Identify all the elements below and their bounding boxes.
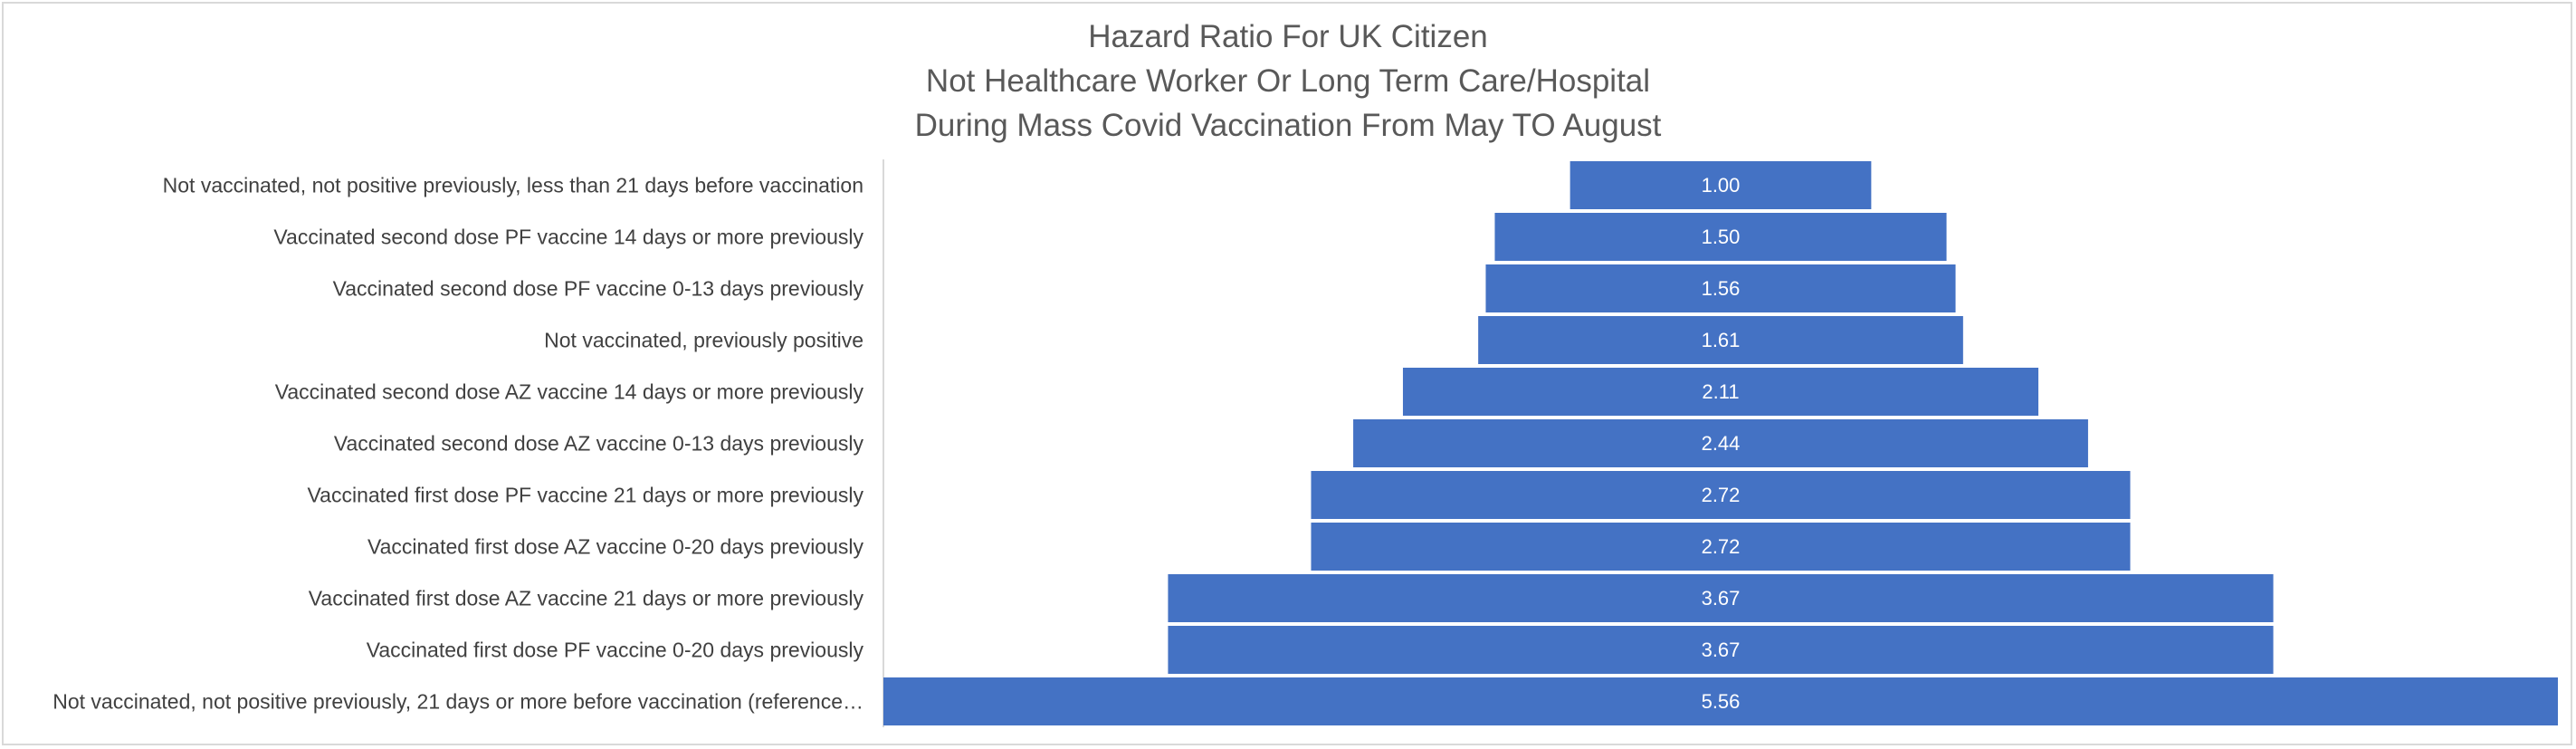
bar-3: [1485, 264, 1956, 312]
bar-8: [1311, 523, 2131, 571]
value-label-7: 2.72: [1702, 484, 1741, 506]
category-label-7: Vaccinated first dose PF vaccine 21 days…: [308, 484, 864, 507]
value-label-8: 2.72: [1702, 535, 1741, 558]
category-label-10: Vaccinated first dose PF vaccine 0-20 da…: [367, 639, 864, 662]
chart-title-line-3: During Mass Covid Vaccination From May T…: [914, 108, 1662, 143]
value-label-1: 1.00: [1702, 174, 1741, 197]
bar-1: [1569, 161, 1872, 209]
category-label-1: Not vaccinated, not positive previously,…: [163, 174, 863, 197]
value-label-11: 5.56: [1702, 690, 1741, 713]
category-label-3: Vaccinated second dose PF vaccine 0-13 d…: [333, 277, 864, 301]
bar-4: [1478, 316, 1963, 364]
bar-11: [883, 677, 2558, 725]
bar-7: [1311, 471, 2131, 519]
value-label-5: 2.11: [1702, 380, 1739, 403]
chart-title-line-2: Not Healthcare Worker Or Long Term Care/…: [925, 63, 1651, 99]
value-label-9: 3.67: [1702, 587, 1741, 610]
value-label-4: 1.61: [1702, 329, 1741, 351]
category-label-9: Vaccinated first dose AZ vaccine 21 days…: [309, 587, 864, 610]
chart-title: Hazard Ratio For UK Citizen Not Healthca…: [0, 14, 2576, 148]
value-label-3: 1.56: [1702, 277, 1741, 300]
bar-2: [1494, 213, 1947, 261]
chart-title-line-1: Hazard Ratio For UK Citizen: [1088, 19, 1488, 54]
bar-group: 1.00 Not vaccinated, not positive previou…: [52, 161, 2558, 725]
category-label-8: Vaccinated first dose AZ vaccine 0-20 da…: [367, 535, 864, 559]
bar-10: [1168, 626, 2274, 674]
value-label-6: 2.44: [1702, 432, 1741, 455]
category-label-2: Vaccinated second dose PF vaccine 14 day…: [273, 226, 863, 249]
bar-9: [1168, 574, 2274, 622]
bar-6: [1353, 419, 2088, 467]
category-label-4: Not vaccinated, previously positive: [544, 329, 863, 352]
value-label-2: 1.50: [1702, 226, 1741, 248]
category-label-11: Not vaccinated, not positive previously,…: [52, 690, 863, 714]
value-label-10: 3.67: [1702, 639, 1741, 661]
category-label-6: Vaccinated second dose AZ vaccine 0-13 d…: [334, 432, 864, 456]
bar-5: [1402, 368, 2039, 416]
category-label-5: Vaccinated second dose AZ vaccine 14 day…: [275, 380, 864, 404]
